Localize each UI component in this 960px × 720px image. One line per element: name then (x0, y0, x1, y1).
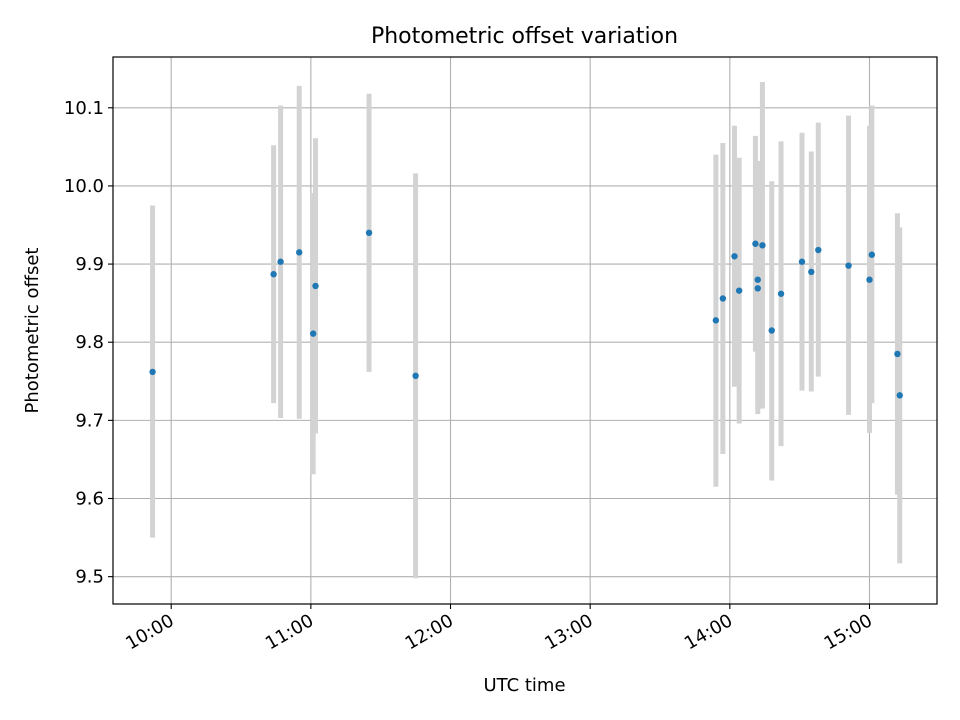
data-point (868, 251, 876, 258)
data-point (894, 350, 901, 358)
data-point (296, 249, 303, 256)
y-tick-label: 9.5 (75, 567, 104, 588)
data-point (845, 262, 852, 269)
data-point (365, 229, 373, 237)
y-tick-label: 10.0 (64, 176, 104, 197)
y-tick-label: 9.9 (75, 254, 104, 275)
data-point (270, 271, 277, 278)
y-tick-label: 9.7 (75, 410, 104, 431)
data-point (712, 317, 720, 324)
data-point (866, 276, 873, 283)
data-point (312, 282, 319, 290)
data-point (412, 372, 419, 380)
data-points (149, 229, 903, 399)
data-point (896, 392, 903, 399)
data-point (798, 258, 806, 265)
y-axis-ticks: 9.5 9.6 9.7 9.8 9.9 10.0 10.1 (64, 98, 113, 588)
y-tick-label: 10.1 (64, 98, 104, 119)
data-point (309, 330, 317, 337)
chart-title: Photometric offset variation (371, 24, 678, 49)
data-point (277, 258, 284, 265)
data-point (719, 295, 727, 302)
data-point (768, 327, 775, 334)
data-point (777, 290, 785, 297)
data-point (754, 285, 761, 292)
y-tick-label: 9.6 (75, 489, 104, 510)
plot-area-frame (112, 56, 938, 605)
y-axis-label: Photometric offset (22, 248, 43, 414)
data-point (808, 268, 815, 276)
data-point (735, 287, 743, 294)
data-point (815, 246, 822, 254)
data-point (752, 240, 759, 247)
data-point (149, 368, 156, 376)
x-axis-label: UTC time (483, 675, 565, 696)
data-point (731, 253, 738, 260)
data-point (754, 276, 761, 283)
data-point (759, 242, 766, 249)
y-tick-label: 9.8 (75, 332, 104, 353)
